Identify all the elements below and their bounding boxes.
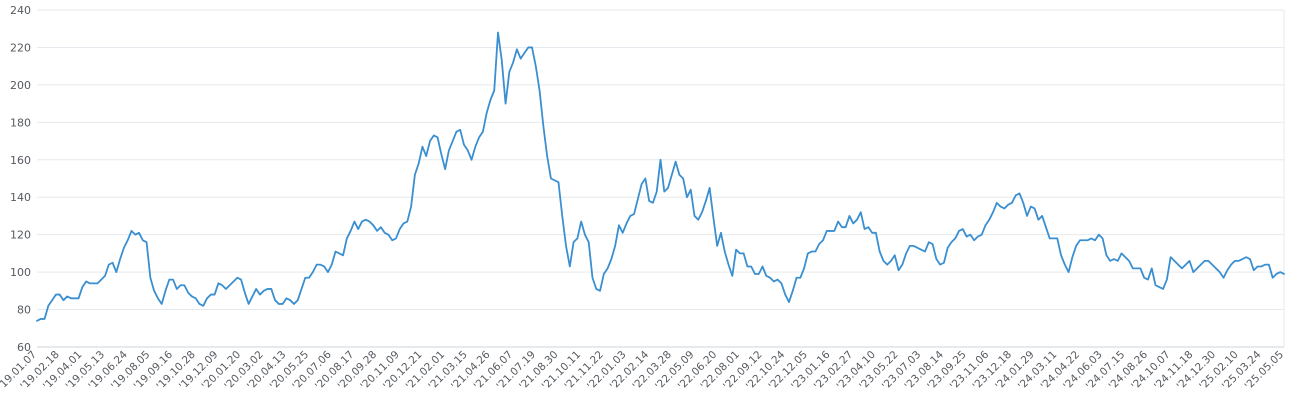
y-tick-label: 140 xyxy=(10,191,31,204)
y-tick-label: 240 xyxy=(10,4,31,17)
gridlines xyxy=(37,9,1285,348)
series-layer xyxy=(36,31,1285,322)
y-tick-label: 80 xyxy=(17,304,31,317)
series-line-0 xyxy=(36,31,1285,322)
y-tick-label: 160 xyxy=(10,154,31,167)
y-tick-label: 200 xyxy=(10,79,31,92)
y-tick-label: 220 xyxy=(10,41,31,54)
y-axis: 60 80 100 120 140 160 180 200 220 240 xyxy=(10,4,31,354)
y-tick-label: 120 xyxy=(10,229,31,242)
y-tick-label: 60 xyxy=(17,341,31,354)
x-axis: '19.01.07'19.02.18'19.04.01'19.05.13'19.… xyxy=(0,346,1286,392)
y-tick-label: 100 xyxy=(10,266,31,279)
y-tick-label: 180 xyxy=(10,116,31,129)
